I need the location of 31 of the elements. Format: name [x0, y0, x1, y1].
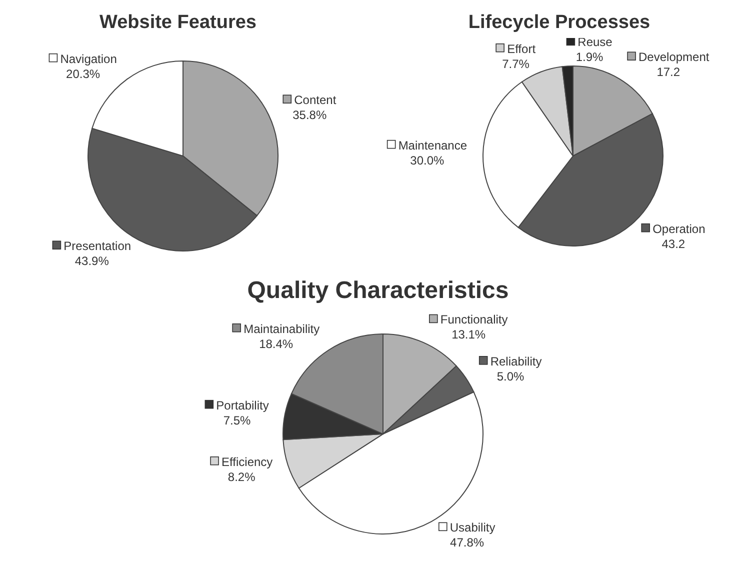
legend-label: Development — [638, 50, 710, 64]
chart-title: Website Features — [98, 11, 258, 35]
legend-label: Functionality — [440, 312, 508, 327]
legend-label: Efficiency — [222, 454, 273, 469]
legend-label: Maintainability — [244, 322, 320, 336]
chart-title: Quality Characteristics — [246, 277, 510, 304]
slice-label: Navigation — [60, 52, 117, 66]
slice-label: Maintenance — [398, 138, 468, 152]
data-label: 43.9% — [74, 254, 110, 268]
slice-label: Usability — [450, 520, 496, 535]
data-label: 18.4% — [259, 336, 294, 351]
data-label: 17.2 — [656, 65, 680, 80]
legend-label: Content — [294, 93, 337, 108]
legend-label: Portability — [216, 398, 269, 412]
data-label: 30.0% — [410, 153, 445, 168]
data-label: 35.8% — [292, 108, 327, 122]
data-label: 20.3% — [66, 66, 100, 81]
data-label: 7.5% — [223, 413, 252, 428]
legend-label: Effort — [507, 42, 536, 56]
legend-label: Reliability — [490, 354, 542, 368]
data-label: 1.9% — [576, 50, 604, 64]
data-label: 43.2 — [662, 236, 686, 251]
data-label: 7.7% — [502, 56, 530, 71]
legend-label: Operation — [652, 222, 706, 236]
chart-title: Lifecycle Processes — [468, 12, 650, 33]
legend-label: Reuse — [578, 35, 613, 50]
data-label: 5.0% — [496, 369, 525, 384]
legend-label: Presentation — [64, 239, 132, 254]
data-label: 8.2% — [228, 470, 256, 484]
data-label: 13.1% — [452, 328, 486, 342]
data-label: 47.8% — [450, 536, 484, 550]
